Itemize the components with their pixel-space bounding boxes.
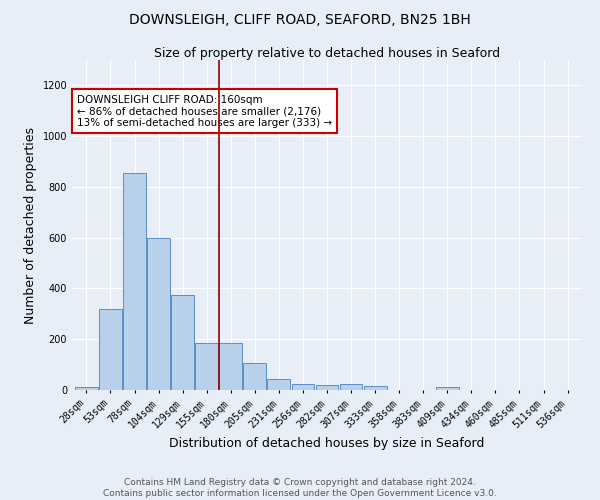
Bar (99, 309, 122, 390)
Bar (195, 343, 218, 390)
Bar (268, 378, 290, 390)
Bar (244, 363, 266, 390)
Bar (220, 343, 242, 390)
Bar (316, 386, 338, 390)
Text: Contains HM Land Registry data © Crown copyright and database right 2024.
Contai: Contains HM Land Registry data © Crown c… (103, 478, 497, 498)
Y-axis label: Number of detached properties: Number of detached properties (24, 126, 37, 324)
Bar (171, 295, 194, 390)
Bar (123, 173, 146, 390)
X-axis label: Distribution of detached houses by size in Seaford: Distribution of detached houses by size … (169, 436, 485, 450)
Bar (364, 386, 386, 390)
Bar (292, 384, 314, 390)
Bar (75, 387, 98, 390)
Bar (147, 238, 170, 390)
Bar (436, 388, 459, 390)
Bar (340, 384, 362, 390)
Text: DOWNSLEIGH, CLIFF ROAD, SEAFORD, BN25 1BH: DOWNSLEIGH, CLIFF ROAD, SEAFORD, BN25 1B… (129, 12, 471, 26)
Title: Size of property relative to detached houses in Seaford: Size of property relative to detached ho… (154, 47, 500, 60)
Text: DOWNSLEIGH CLIFF ROAD: 160sqm
← 86% of detached houses are smaller (2,176)
13% o: DOWNSLEIGH CLIFF ROAD: 160sqm ← 86% of d… (77, 94, 332, 128)
